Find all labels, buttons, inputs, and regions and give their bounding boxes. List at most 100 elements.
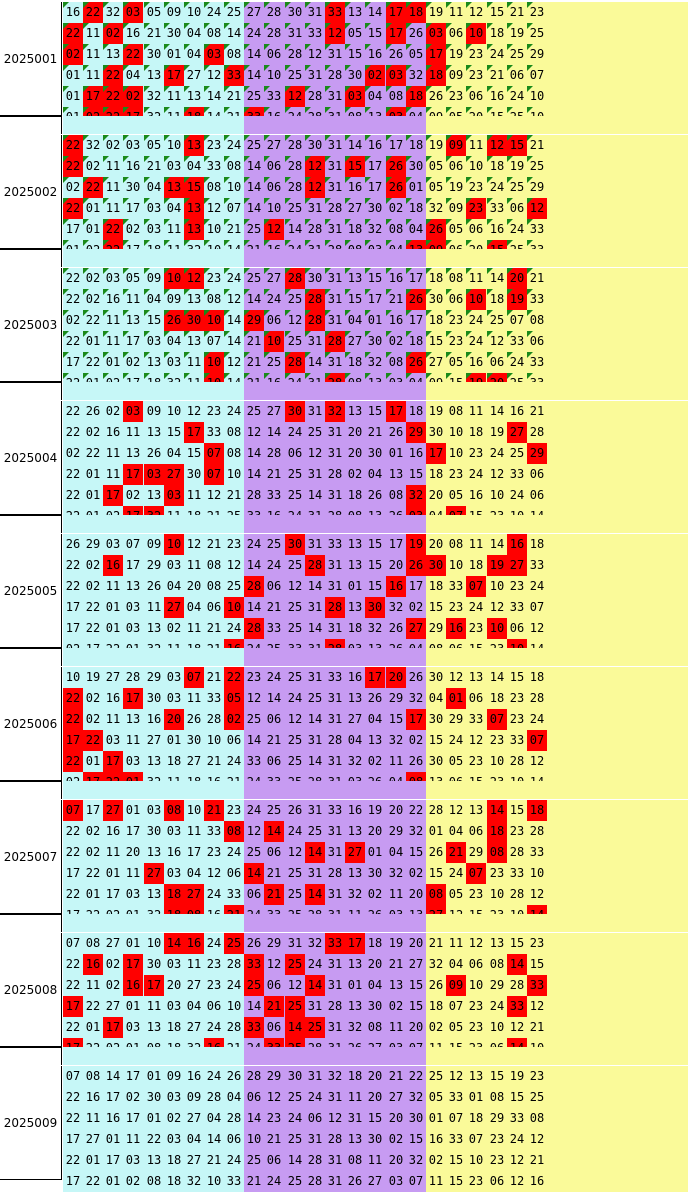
number-cell: 22: [65, 1090, 81, 1104]
number-cell: 20: [408, 1020, 424, 1034]
number-cell: 12: [206, 866, 222, 880]
number-cell: 05: [426, 177, 446, 198]
number-cell: 17: [125, 1111, 141, 1125]
number-cell: 06: [264, 44, 284, 65]
number-cell: 33: [264, 86, 284, 107]
number-cell: 04: [347, 733, 363, 747]
number-cell: 25: [307, 824, 323, 838]
number-cell: 28: [285, 135, 305, 156]
hit-number-cell: 01: [446, 688, 466, 709]
hit-number-cell: 03: [123, 2, 143, 23]
number-cell: 30: [367, 1132, 383, 1146]
column-band: [426, 443, 688, 464]
hit-number-cell: 09: [446, 975, 466, 996]
number-cell: 21: [224, 86, 244, 107]
number-cell: 25: [244, 135, 264, 156]
number-cell: 29: [527, 44, 547, 65]
number-cell: 26: [226, 1069, 242, 1083]
number-cell: 07: [65, 936, 81, 950]
number-cell: 18: [428, 579, 444, 593]
number-cell: 17: [125, 1069, 141, 1083]
number-cell: 07: [527, 65, 547, 86]
number-cell: 30: [144, 44, 164, 65]
number-cell: 25: [285, 331, 305, 352]
number-cell: 13: [184, 331, 204, 352]
hit-number-cell: 07: [184, 667, 204, 688]
number-cell: 31: [305, 65, 325, 86]
number-cell: 18: [345, 352, 365, 373]
number-cell: 21: [226, 488, 242, 502]
number-cell: 21: [244, 352, 264, 373]
number-cell: 21: [527, 135, 547, 156]
number-cell: 13: [146, 845, 162, 859]
hit-number-cell: 21: [264, 884, 284, 905]
number-cell: 11: [388, 1020, 404, 1034]
number-cell: 06: [266, 1020, 282, 1034]
column-band: [244, 863, 426, 884]
number-cell: 04: [184, 44, 204, 65]
hit-number-cell: 17: [345, 933, 365, 954]
number-cell: 04: [123, 65, 143, 86]
number-cell: 07: [468, 1132, 484, 1146]
number-cell: 01: [85, 467, 101, 481]
number-cell: 02: [125, 1090, 141, 1104]
number-cell: 20: [347, 446, 363, 460]
number-cell: 22: [63, 331, 83, 352]
number-cell: 02: [367, 887, 383, 901]
number-cell: 26: [388, 621, 404, 635]
number-cell: 20: [388, 803, 404, 817]
hit-number-cell: 12: [264, 219, 284, 240]
number-cell: 02: [83, 289, 103, 310]
number-cell: 22: [65, 978, 81, 992]
number-cell: 13: [468, 803, 484, 817]
number-cell: 24: [226, 978, 242, 992]
number-cell: 25: [287, 621, 303, 635]
number-cell: 06: [266, 978, 282, 992]
number-cell: 24: [507, 352, 527, 373]
number-cell: 01: [146, 1111, 162, 1125]
number-cell: 14: [244, 156, 264, 177]
block-separator: [63, 116, 688, 134]
number-cell: 02: [428, 1020, 444, 1034]
number-row: 22 02 11 20 13 16 17 23 24 25 06 12 14 31 27 01 04 15 26 21…: [63, 842, 688, 863]
number-cell: 11: [125, 425, 141, 439]
number-cell: 32: [408, 691, 424, 705]
number-cell: 23: [489, 1132, 505, 1146]
period-label: 2025005: [0, 534, 62, 648]
number-cell: 17: [406, 268, 426, 289]
number-cell: 31: [307, 467, 323, 481]
number-cell: 16: [466, 352, 486, 373]
number-cell: 02: [85, 579, 101, 593]
number-cell: 31: [287, 936, 303, 950]
column-band: [63, 709, 244, 730]
number-cell: 01: [105, 866, 121, 880]
number-cell: 25: [246, 404, 262, 418]
number-cell: 33: [266, 488, 282, 502]
number-cell: 11: [186, 824, 202, 838]
number-cell: 26: [146, 579, 162, 593]
number-cell: 23: [509, 579, 525, 593]
number-cell: 20: [347, 425, 363, 439]
number-cell: 12: [468, 733, 484, 747]
number-cell: 04: [164, 198, 184, 219]
hit-number-cell: 12: [184, 268, 204, 289]
hit-number-cell: 13: [164, 177, 184, 198]
number-cell: 30: [428, 712, 444, 726]
number-cell: 02: [428, 1153, 444, 1167]
number-cell: 17: [105, 1153, 121, 1167]
number-cell: 30: [287, 1069, 303, 1083]
number-cell: 16: [365, 135, 385, 156]
number-cell: 27: [186, 1020, 202, 1034]
hit-number-cell: 27: [184, 884, 204, 905]
hit-number-cell: 07: [204, 464, 224, 485]
number-cell: 05: [426, 156, 446, 177]
number-cell: 24: [246, 803, 262, 817]
column-band: [426, 1129, 688, 1150]
number-cell: 12: [186, 537, 202, 551]
number-row: 22 16 17 02 30 03 09 28 04 06 12 25 24 31 11 20 27 32 05 33…: [63, 1087, 688, 1108]
number-cell: 16: [468, 488, 484, 502]
column-band: [244, 555, 426, 576]
number-cell: 11: [184, 352, 204, 373]
number-cell: 31: [325, 156, 345, 177]
number-cell: 18: [487, 156, 507, 177]
